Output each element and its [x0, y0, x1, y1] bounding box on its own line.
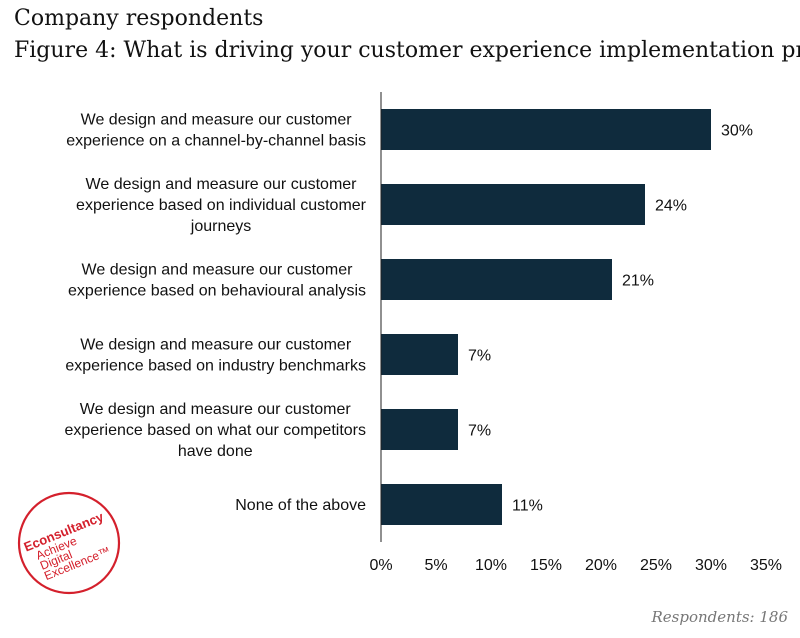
x-tick-label: 20% — [585, 557, 617, 574]
logo-ring — [17, 491, 121, 595]
chart-subtitle: Company respondents — [14, 6, 264, 31]
bar-value-label: 7% — [468, 348, 491, 365]
bar-value-label: 24% — [655, 198, 687, 215]
x-tick-label: 0% — [369, 557, 392, 574]
bar-value-label: 11% — [512, 498, 543, 515]
bar-3 — [381, 259, 612, 300]
bar-value-label: 30% — [721, 123, 753, 140]
category-label: We design and measure our customer experi… — [64, 401, 366, 460]
x-tick-label: 35% — [750, 557, 782, 574]
x-tick-label: 15% — [530, 557, 562, 574]
bar-value-label: 21% — [622, 273, 654, 290]
x-tick-label: 30% — [695, 557, 727, 574]
bar-5 — [381, 409, 458, 450]
bar-2 — [381, 184, 645, 225]
bar-4 — [381, 334, 458, 375]
category-label: We design and measure our customer experi… — [66, 112, 366, 150]
bar-1 — [381, 109, 711, 150]
bar-value-label: 7% — [468, 423, 491, 440]
category-label: None of the above — [235, 497, 366, 514]
category-label: We design and measure our customer experi… — [68, 262, 366, 300]
x-tick-label: 10% — [475, 557, 507, 574]
logo-text: Econsultancy Achieve Digital Excellence™ — [22, 509, 113, 583]
x-tick-label: 5% — [424, 557, 447, 574]
respondents-footnote: Respondents: 186 — [651, 608, 788, 626]
bar-6 — [381, 484, 502, 525]
category-label: We design and measure our customer experi… — [65, 337, 366, 375]
chart-title: Figure 4: What is driving your customer … — [14, 38, 800, 63]
category-label: We design and measure our customer experi… — [76, 176, 367, 235]
x-tick-label: 25% — [640, 557, 672, 574]
econsultancy-logo: Econsultancy Achieve Digital Excellence™ — [17, 491, 121, 595]
